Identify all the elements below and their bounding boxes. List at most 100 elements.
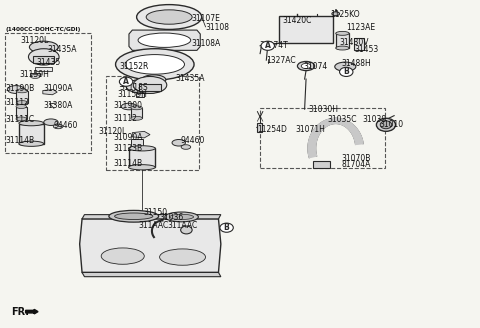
Ellipse shape xyxy=(126,79,164,93)
Text: 311AAC: 311AAC xyxy=(167,221,197,230)
Ellipse shape xyxy=(16,117,26,121)
Polygon shape xyxy=(43,90,57,95)
Text: 81704A: 81704A xyxy=(341,160,371,169)
Text: (1400CC-DOHC-TC/GDI): (1400CC-DOHC-TC/GDI) xyxy=(5,27,81,31)
Text: 31120L: 31120L xyxy=(21,36,49,45)
Text: 94460: 94460 xyxy=(53,121,78,130)
Text: 311AAC: 311AAC xyxy=(139,221,169,230)
Polygon shape xyxy=(129,30,200,50)
Text: 31453: 31453 xyxy=(355,45,379,53)
Text: B: B xyxy=(224,223,229,232)
Ellipse shape xyxy=(115,213,153,219)
Circle shape xyxy=(120,77,133,86)
Ellipse shape xyxy=(138,33,191,48)
Text: 31074: 31074 xyxy=(303,62,327,71)
Bar xyxy=(106,76,199,170)
Text: 31114B: 31114B xyxy=(113,159,142,168)
Ellipse shape xyxy=(44,119,58,125)
Ellipse shape xyxy=(335,62,356,71)
Ellipse shape xyxy=(129,165,156,170)
Text: 1123AE: 1123AE xyxy=(346,23,375,32)
Text: 31030H: 31030H xyxy=(308,105,338,113)
Ellipse shape xyxy=(16,101,28,105)
Text: 31435A: 31435A xyxy=(48,45,77,53)
Bar xyxy=(313,161,329,168)
Ellipse shape xyxy=(165,212,198,222)
Bar xyxy=(140,84,160,92)
Bar xyxy=(131,108,143,118)
Text: 31430V: 31430V xyxy=(339,38,369,47)
Bar xyxy=(136,93,144,97)
Text: 31120L: 31120L xyxy=(99,127,127,136)
Text: 31123B: 31123B xyxy=(113,144,142,153)
Text: 31070B: 31070B xyxy=(341,154,371,163)
Polygon shape xyxy=(308,118,363,158)
Bar xyxy=(35,67,52,71)
Bar xyxy=(279,16,333,43)
Ellipse shape xyxy=(181,145,191,149)
Ellipse shape xyxy=(172,139,185,146)
Polygon shape xyxy=(82,273,221,277)
Ellipse shape xyxy=(169,214,193,219)
Text: 31190B: 31190B xyxy=(5,84,35,93)
Ellipse shape xyxy=(336,31,349,35)
Ellipse shape xyxy=(28,49,59,65)
Text: 31174T: 31174T xyxy=(259,41,288,50)
Text: 31108: 31108 xyxy=(205,23,229,32)
Ellipse shape xyxy=(125,54,184,74)
Text: 1327AC: 1327AC xyxy=(266,56,296,65)
Ellipse shape xyxy=(131,116,143,120)
Ellipse shape xyxy=(133,76,167,93)
Ellipse shape xyxy=(30,74,40,78)
Text: 31010: 31010 xyxy=(380,120,404,129)
Bar xyxy=(354,38,364,50)
Ellipse shape xyxy=(116,49,194,80)
Ellipse shape xyxy=(380,121,392,129)
Text: 31112: 31112 xyxy=(5,98,29,107)
Ellipse shape xyxy=(298,61,315,71)
Text: 31090A: 31090A xyxy=(44,84,73,93)
Text: B: B xyxy=(343,67,349,76)
Text: 31111C: 31111C xyxy=(5,115,35,124)
Text: FR.: FR. xyxy=(11,307,29,317)
Text: 31380A: 31380A xyxy=(44,101,73,110)
Ellipse shape xyxy=(146,10,192,24)
Text: 31108A: 31108A xyxy=(191,39,220,48)
Ellipse shape xyxy=(137,5,202,30)
Polygon shape xyxy=(132,131,150,138)
Text: 31112: 31112 xyxy=(113,114,137,123)
Text: 31488H: 31488H xyxy=(341,59,371,68)
Polygon shape xyxy=(82,215,221,219)
Bar xyxy=(260,108,384,168)
Ellipse shape xyxy=(159,249,205,265)
Text: 31150: 31150 xyxy=(144,208,168,217)
Text: 94460: 94460 xyxy=(180,136,204,145)
Circle shape xyxy=(220,223,233,232)
Text: 31152R: 31152R xyxy=(120,62,149,71)
Circle shape xyxy=(339,67,353,76)
Bar xyxy=(4,33,91,153)
Bar xyxy=(16,91,28,103)
Ellipse shape xyxy=(131,106,143,110)
Circle shape xyxy=(261,41,275,50)
Ellipse shape xyxy=(301,63,311,69)
Bar xyxy=(30,72,40,76)
Ellipse shape xyxy=(133,82,157,90)
Text: 31420C: 31420C xyxy=(282,16,312,26)
Ellipse shape xyxy=(19,141,44,146)
Ellipse shape xyxy=(142,75,166,85)
Text: 31159H: 31159H xyxy=(20,70,50,79)
Text: 31071H: 31071H xyxy=(295,125,325,134)
Bar xyxy=(131,139,143,146)
Ellipse shape xyxy=(16,105,26,109)
Bar xyxy=(257,123,262,132)
Ellipse shape xyxy=(53,124,63,129)
Text: 1125KO: 1125KO xyxy=(330,10,360,19)
Ellipse shape xyxy=(336,46,349,50)
Ellipse shape xyxy=(180,226,192,234)
Text: A: A xyxy=(265,41,271,50)
Bar xyxy=(129,148,156,167)
Text: 311900: 311900 xyxy=(113,101,142,110)
Text: 11254D: 11254D xyxy=(257,125,287,134)
Text: A: A xyxy=(123,77,129,86)
